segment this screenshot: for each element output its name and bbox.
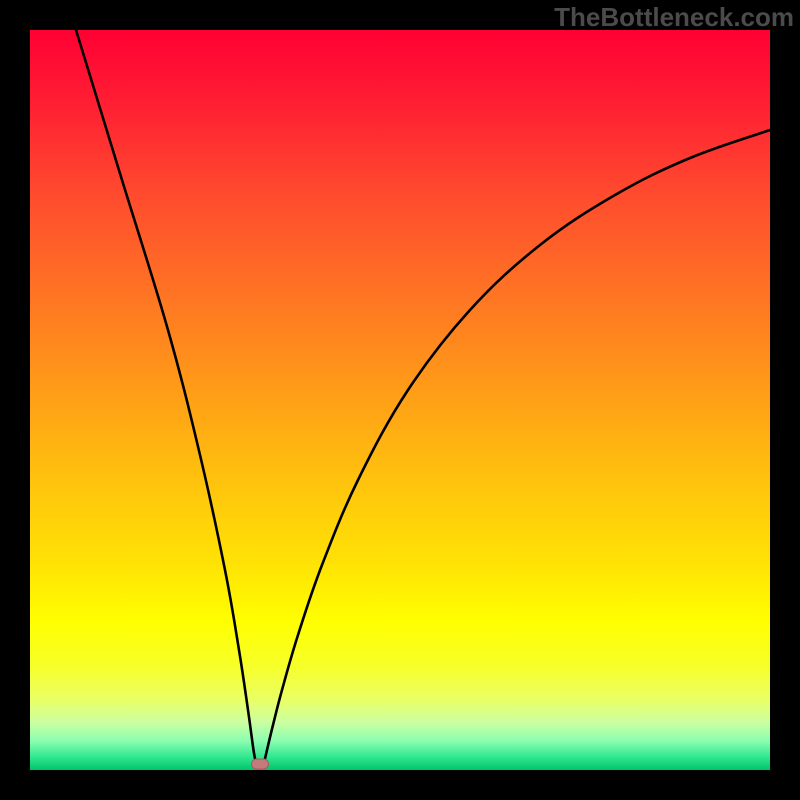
- plot-area: [30, 30, 770, 770]
- curve-right-branch: [264, 130, 770, 763]
- chart-container: TheBottleneck.com: [0, 0, 800, 800]
- watermark-text: TheBottleneck.com: [554, 2, 794, 33]
- optimum-marker: [251, 759, 269, 770]
- bottleneck-curve: [30, 30, 770, 770]
- curve-left-branch: [76, 30, 256, 763]
